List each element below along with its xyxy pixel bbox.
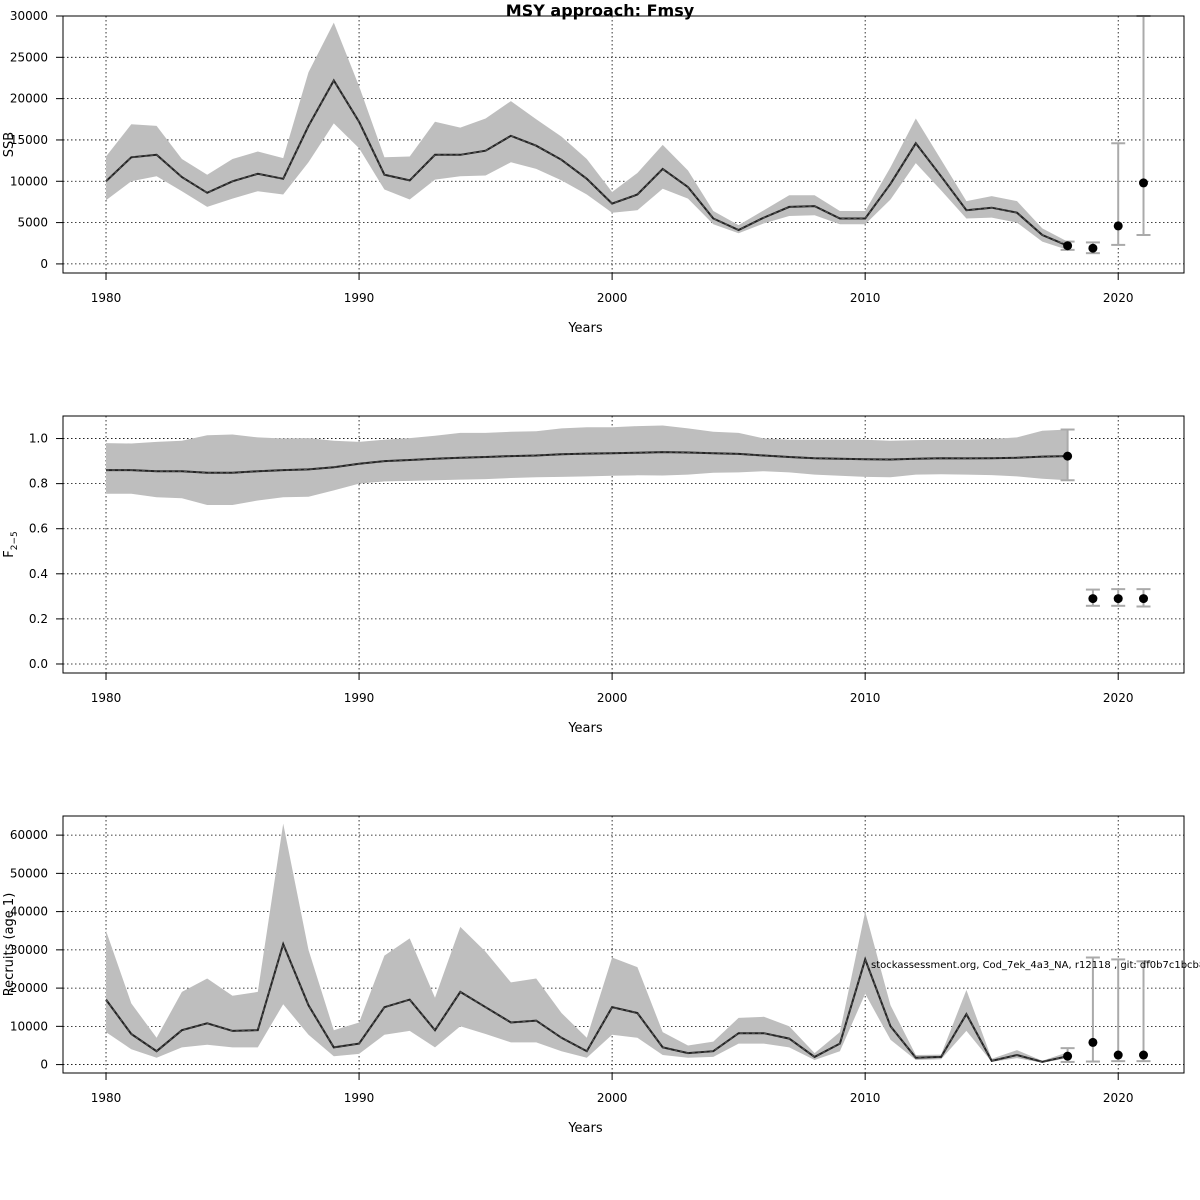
forecast-point: [1088, 1037, 1098, 1047]
forecast-point: [1088, 243, 1098, 253]
y-tick-label: 20000: [10, 92, 48, 106]
forecast-point: [1063, 451, 1073, 461]
forecast-point: [1063, 241, 1073, 251]
x-tick-label: 1990: [344, 691, 375, 705]
x-axis-label: Years: [567, 1121, 603, 1136]
x-axis-label: Years: [567, 721, 603, 736]
forecast-point: [1063, 1051, 1073, 1061]
forecast-point: [1139, 1050, 1149, 1060]
y-axis-label: F2−5: [2, 531, 20, 557]
forecast-point: [1139, 594, 1149, 604]
y-tick-label: 0.4: [29, 567, 48, 581]
y-tick-label: 30000: [10, 9, 48, 23]
x-tick-label: 1980: [91, 1091, 122, 1105]
fishing-mortality-panel: 1980 1990 2000 2010 2020 0.0 0.2 0.4 0.6 0.8 1.0 Ye…: [2, 415, 1185, 736]
y-tick-label: 0.8: [29, 477, 48, 491]
x-tick-label: 2000: [597, 691, 628, 705]
confidence-band: [106, 425, 1068, 505]
y-tick-label: 25000: [10, 50, 48, 64]
plot-frame: [62, 815, 1185, 1074]
y-tick-label: 50000: [10, 866, 48, 880]
x-tick-label: 1980: [91, 291, 122, 305]
y-tick-label: 10000: [10, 174, 48, 188]
watermark-label: stockassessment.org, Cod_7ek_4a3_NA, r12…: [871, 960, 1200, 971]
plot-frame: [62, 415, 1185, 674]
x-tick-label: 2020: [1103, 1091, 1134, 1105]
y-tick-label: 0.2: [29, 612, 48, 626]
y-tick-label: 0.0: [29, 657, 48, 671]
x-axis-label: Years: [567, 321, 603, 336]
x-tick-label: 2010: [850, 691, 881, 705]
forecast-point: [1139, 178, 1149, 188]
forecast-point: [1113, 1050, 1123, 1060]
x-tick-label: 2010: [850, 291, 881, 305]
y-tick-label: 15000: [10, 133, 48, 147]
y-tick-label: 20000: [10, 981, 48, 995]
confidence-band: [106, 823, 1068, 1063]
y-axis-label: SSB: [2, 132, 17, 157]
ssb-panel: 1980 1990 2000 2010 2020 0 5000 10000 15000 20000…: [2, 9, 1185, 336]
forecast-point: [1088, 594, 1098, 604]
y-tick-label: 10000: [10, 1019, 48, 1033]
x-tick-label: 1990: [344, 1091, 375, 1105]
y-tick-label: 60000: [10, 828, 48, 842]
x-tick-label: 2020: [1103, 291, 1134, 305]
confidence-band: [106, 22, 1068, 250]
y-tick-label: 0: [40, 257, 48, 271]
chart-title: MSY approach: Fmsy: [506, 1, 695, 20]
y-axis-label: Recruits (age 1): [2, 893, 17, 997]
plot-frame: [62, 15, 1185, 274]
median-line-dash: [105, 79, 1068, 247]
y-tick-label: 0: [40, 1058, 48, 1072]
x-tick-label: 1980: [91, 691, 122, 705]
y-tick-label: 5000: [17, 216, 48, 230]
x-tick-label: 2020: [1103, 691, 1134, 705]
x-tick-label: 2000: [597, 291, 628, 305]
forecast-point: [1113, 594, 1123, 604]
forecast-point: [1113, 221, 1123, 231]
x-tick-label: 2010: [850, 1091, 881, 1105]
y-tick-label: 30000: [10, 943, 48, 957]
x-tick-label: 1990: [344, 291, 375, 305]
recruitment-panel: 1980 1990 2000 2010 2020 0 10000 20000 30000 4000…: [2, 815, 1185, 1136]
median-line-dash: [106, 451, 1068, 474]
x-tick-label: 2000: [597, 1091, 628, 1105]
y-axis-label-subscript: 2−5: [10, 531, 20, 550]
y-tick-label: 40000: [10, 905, 48, 919]
median-line-dash: [105, 942, 1068, 1063]
y-tick-label: 1.0: [29, 432, 48, 446]
y-tick-label: 0.6: [29, 522, 48, 536]
